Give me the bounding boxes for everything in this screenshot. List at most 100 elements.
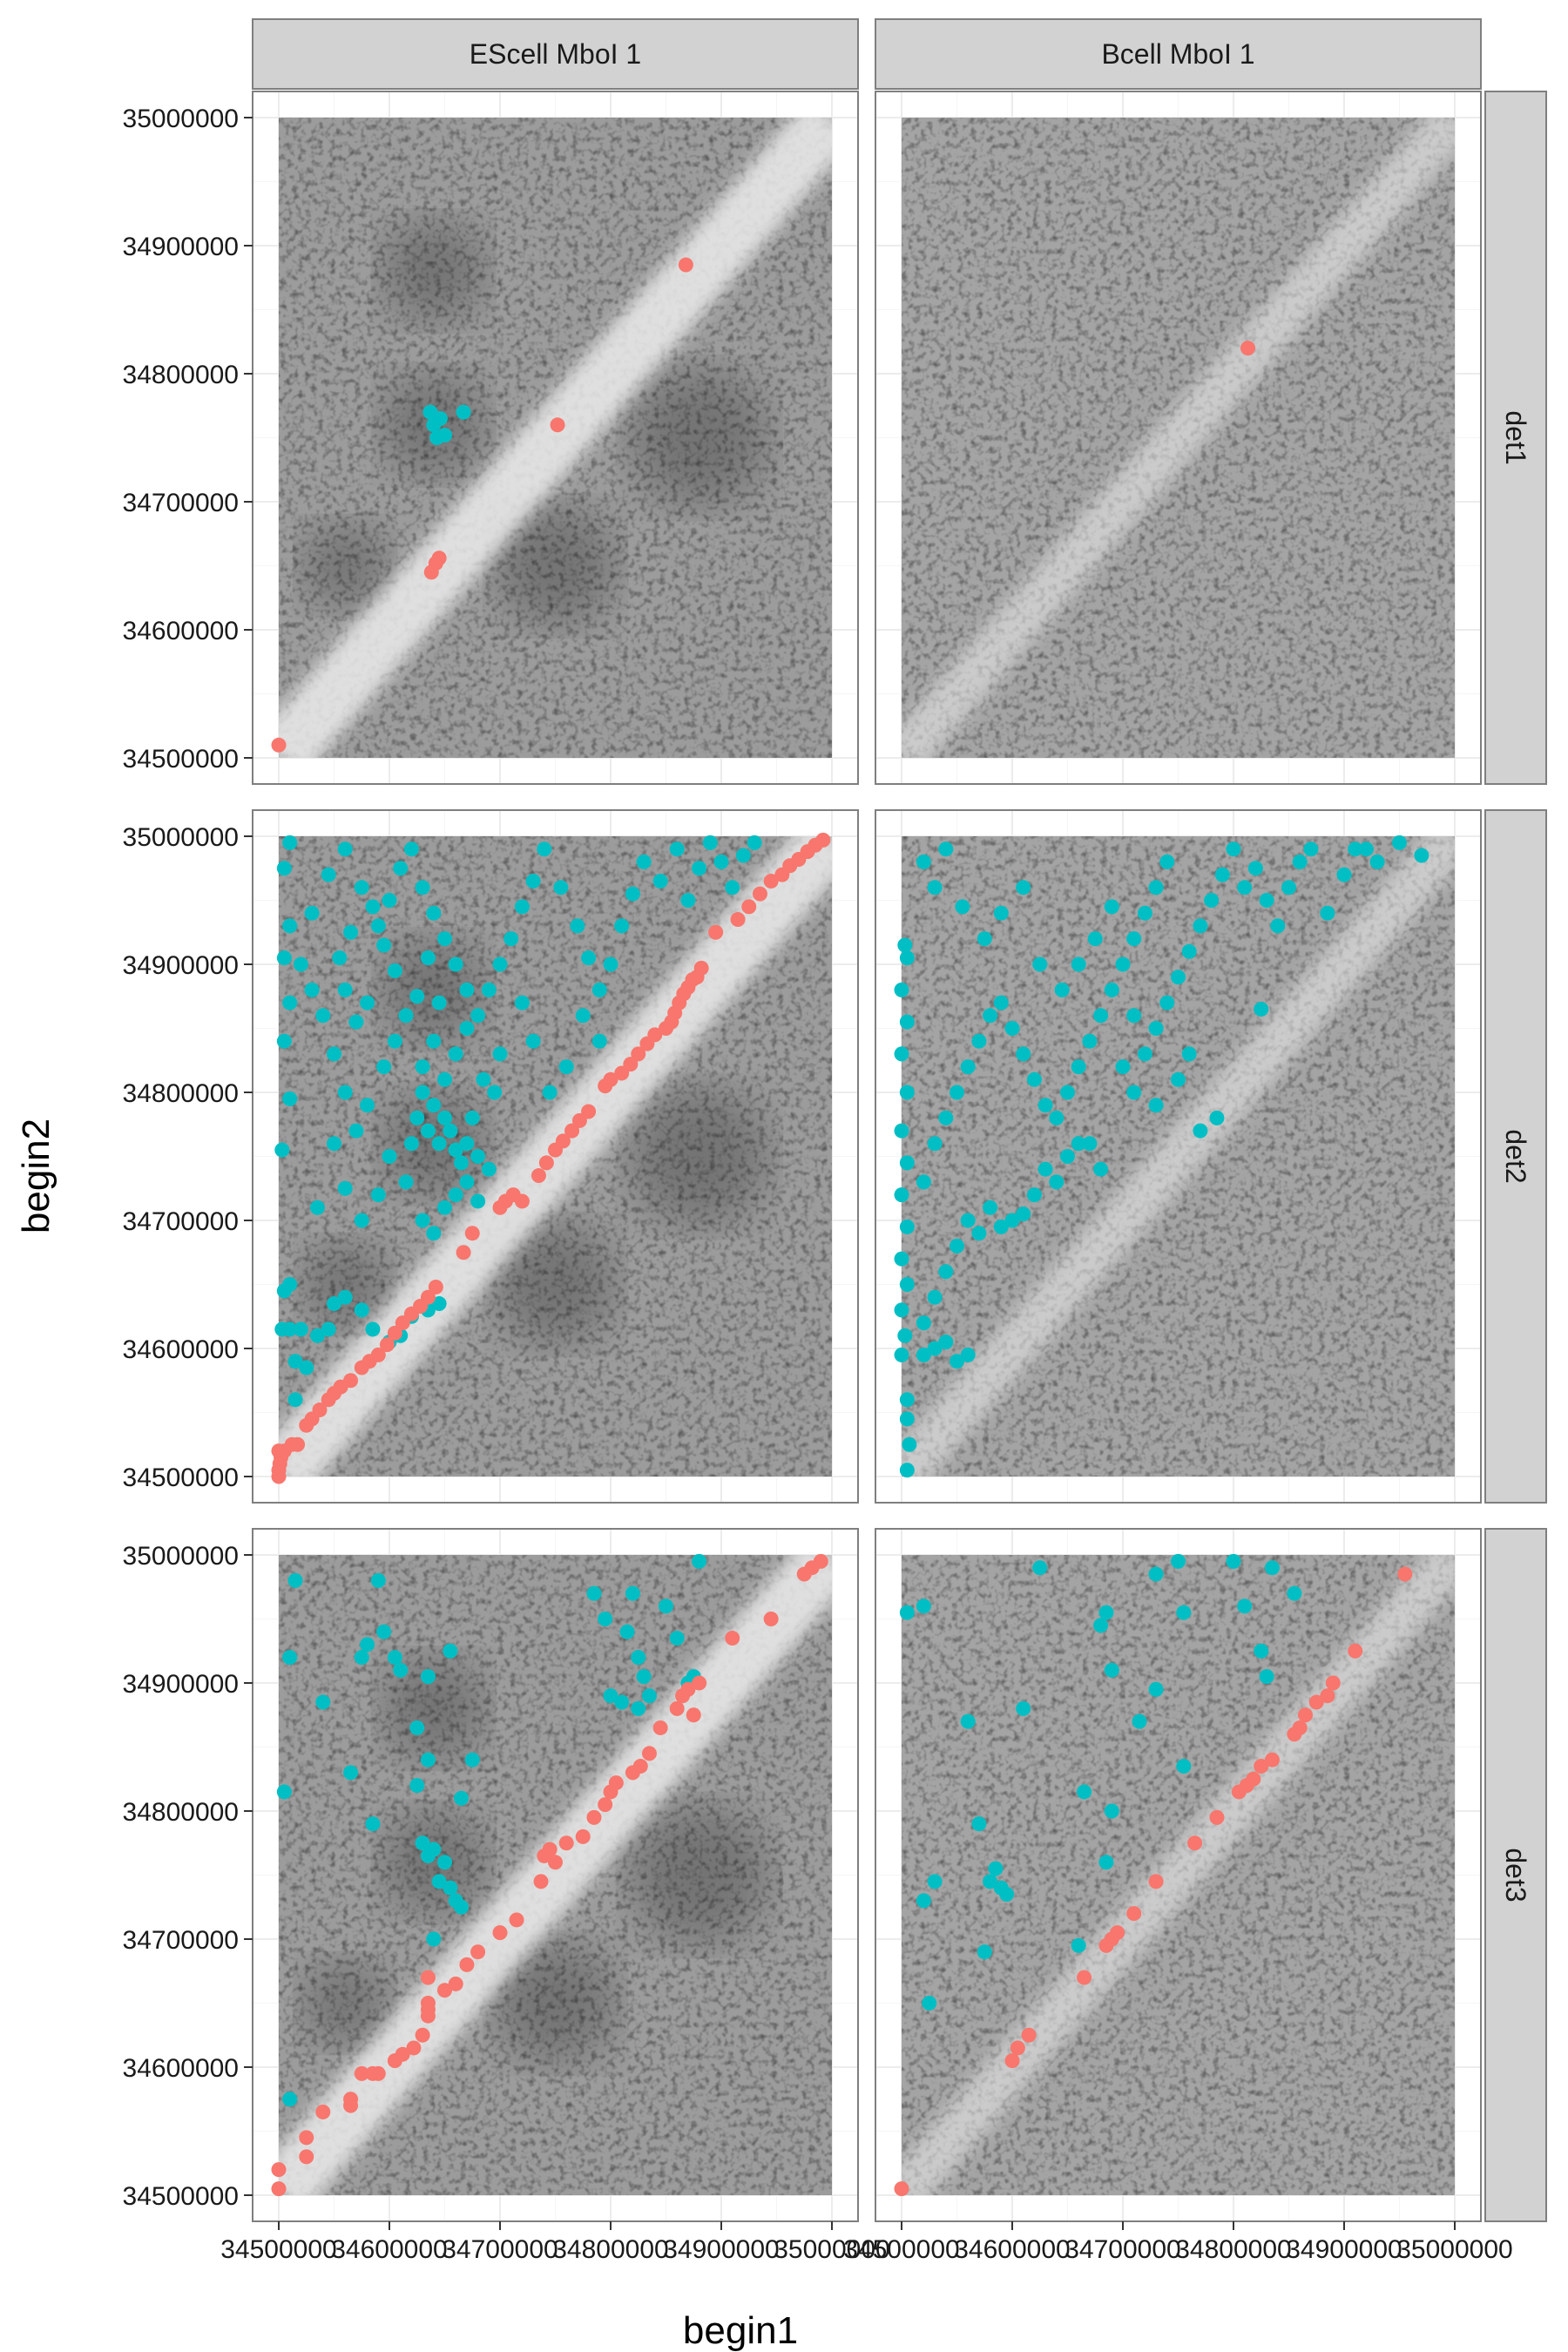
data-point-off-diagonal (1193, 1123, 1208, 1139)
data-point-off-diagonal (659, 1598, 673, 1614)
data-point-near-diagonal (470, 1944, 486, 1960)
data-point-off-diagonal (287, 1572, 303, 1588)
data-point-off-diagonal (304, 982, 320, 997)
data-point-off-diagonal (437, 428, 452, 443)
x-axis-title: begin1 (683, 2309, 798, 2352)
facet-panel-det2-escell (252, 809, 859, 1504)
data-point-off-diagonal (514, 899, 530, 915)
data-point-off-diagonal (1037, 1098, 1053, 1113)
data-point-off-diagonal (431, 1874, 447, 1889)
data-point-near-diagonal (894, 2181, 909, 2197)
data-point-off-diagonal (274, 1142, 290, 1158)
points-group (271, 1553, 828, 2197)
data-point-off-diagonal (993, 995, 1009, 1010)
data-point-off-diagonal (448, 1046, 463, 1062)
row-strip: det3 (1484, 1528, 1547, 2222)
data-point-off-diagonal (916, 1893, 931, 1909)
data-point-near-diagonal (379, 1337, 395, 1353)
data-point-off-diagonal (1287, 1585, 1302, 1601)
data-point-off-diagonal (631, 1650, 646, 1666)
data-point-off-diagonal (348, 1014, 364, 1030)
data-point-off-diagonal (426, 1842, 442, 1857)
data-point-near-diagonal (370, 2065, 386, 2081)
data-point-off-diagonal (916, 1347, 931, 1362)
data-point-off-diagonal (448, 1893, 463, 1909)
data-point-off-diagonal (1171, 1071, 1186, 1087)
data-point-off-diagonal (1049, 1110, 1064, 1125)
data-point-off-diagonal (1016, 1700, 1031, 1716)
data-point-off-diagonal (1026, 1071, 1042, 1087)
heatmap-diagonal (279, 1555, 832, 2195)
data-point-off-diagonal (1254, 1001, 1269, 1017)
data-point-off-diagonal (680, 893, 696, 908)
hic-heatmap (902, 1555, 1455, 2195)
row-strip-label: det1 (1500, 410, 1531, 464)
x-tick-label: 34900000 (663, 2235, 779, 2264)
data-point-near-diagonal (542, 1842, 558, 1857)
data-point-off-diagonal (598, 1612, 613, 1626)
x-tick-label: 34600000 (331, 2235, 447, 2264)
y-tick-label: 34900000 (123, 951, 239, 980)
data-point-off-diagonal (1071, 1136, 1086, 1152)
data-point-near-diagonal (603, 1071, 618, 1087)
data-point-off-diagonal (321, 1321, 336, 1337)
data-point-off-diagonal (1281, 880, 1296, 896)
data-point-off-diagonal (641, 1688, 657, 1704)
data-point-off-diagonal (1032, 1560, 1048, 1576)
data-point-off-diagonal (1148, 1681, 1164, 1697)
data-point-off-diagonal (902, 1436, 917, 1452)
data-point-off-diagonal (327, 1046, 341, 1062)
data-point-off-diagonal (454, 1790, 470, 1806)
data-point-off-diagonal (1209, 1110, 1225, 1125)
data-point-off-diagonal (922, 1996, 937, 2011)
data-point-off-diagonal (426, 905, 442, 921)
data-point-off-diagonal (950, 1354, 964, 1369)
data-point-near-diagonal (641, 1746, 657, 1761)
data-point-off-diagonal (669, 1631, 685, 1646)
data-point-off-diagonal (899, 1277, 915, 1292)
data-point-off-diagonal (1320, 905, 1335, 921)
data-point-off-diagonal (894, 982, 909, 997)
data-point-off-diagonal (625, 1585, 640, 1601)
column-strip: EScell MboI 1 (252, 18, 859, 90)
data-point-near-diagonal (581, 1104, 597, 1119)
data-point-near-diagonal (406, 2040, 422, 2056)
data-point-off-diagonal (1270, 918, 1286, 934)
data-point-near-diagonal (608, 1775, 624, 1791)
data-point-near-diagonal (632, 1759, 648, 1774)
data-point-off-diagonal (354, 1650, 369, 1666)
data-point-off-diagonal (365, 1321, 381, 1337)
x-tick-label: 34900000 (1286, 2235, 1402, 2264)
data-point-off-diagonal (894, 1347, 909, 1362)
y-tick-label: 34900000 (123, 233, 239, 261)
data-point-off-diagonal (1214, 867, 1230, 882)
data-point-near-diagonal (598, 1797, 613, 1813)
data-point-off-diagonal (360, 995, 375, 1010)
data-point-off-diagonal (415, 1059, 430, 1075)
data-point-off-diagonal (1082, 1033, 1098, 1049)
data-point-off-diagonal (321, 867, 336, 882)
data-point-off-diagonal (636, 1669, 652, 1685)
points-group (1240, 341, 1256, 356)
data-point-off-diagonal (420, 1752, 436, 1767)
data-point-off-diagonal (1049, 1174, 1064, 1190)
data-point-near-diagonal (290, 1436, 306, 1452)
data-point-off-diagonal (591, 1033, 607, 1049)
data-point-off-diagonal (370, 918, 386, 934)
data-point-off-diagonal (899, 1219, 915, 1234)
data-point-off-diagonal (950, 1238, 964, 1254)
data-point-off-diagonal (1087, 931, 1103, 947)
data-point-off-diagonal (370, 1572, 386, 1588)
points-group (271, 832, 831, 1484)
data-point-off-diagonal (354, 1302, 369, 1318)
data-point-off-diagonal (315, 1008, 331, 1024)
data-point-near-diagonal (1254, 1759, 1269, 1774)
data-point-near-diagonal (1110, 1925, 1125, 1941)
data-point-off-diagonal (332, 950, 348, 966)
x-tick-label: 34800000 (552, 2235, 668, 2264)
data-point-near-diagonal (1187, 1835, 1203, 1851)
data-point-near-diagonal (763, 1612, 779, 1626)
data-point-off-diagonal (927, 880, 943, 896)
column-strip-label: Bcell MboI 1 (1101, 38, 1254, 70)
data-point-off-diagonal (1159, 995, 1175, 1010)
